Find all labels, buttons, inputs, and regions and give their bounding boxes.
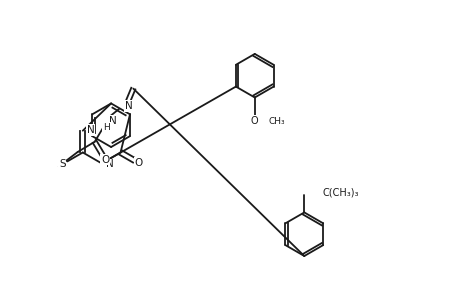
Text: N: N (125, 101, 133, 111)
Text: N: N (109, 116, 117, 126)
Text: N: N (106, 159, 113, 170)
Text: O: O (101, 154, 109, 165)
Text: S: S (59, 159, 65, 170)
Text: N: N (87, 125, 94, 135)
Text: H: H (103, 123, 110, 132)
Text: O: O (251, 116, 258, 126)
Text: CH₃: CH₃ (268, 117, 285, 126)
Text: C(CH₃)₃: C(CH₃)₃ (321, 188, 358, 198)
Text: O: O (134, 158, 142, 168)
